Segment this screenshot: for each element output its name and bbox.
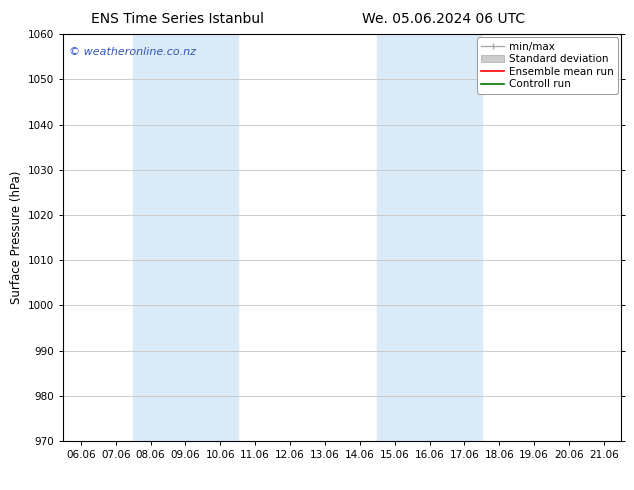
Bar: [377, 34, 482, 441]
Y-axis label: Surface Pressure (hPa): Surface Pressure (hPa): [10, 171, 23, 304]
Legend: min/max, Standard deviation, Ensemble mean run, Controll run: min/max, Standard deviation, Ensemble me…: [477, 37, 618, 94]
Text: © weatheronline.co.nz: © weatheronline.co.nz: [69, 47, 196, 56]
Bar: [133, 34, 238, 441]
Text: We. 05.06.2024 06 UTC: We. 05.06.2024 06 UTC: [362, 12, 526, 26]
Text: ENS Time Series Istanbul: ENS Time Series Istanbul: [91, 12, 264, 26]
